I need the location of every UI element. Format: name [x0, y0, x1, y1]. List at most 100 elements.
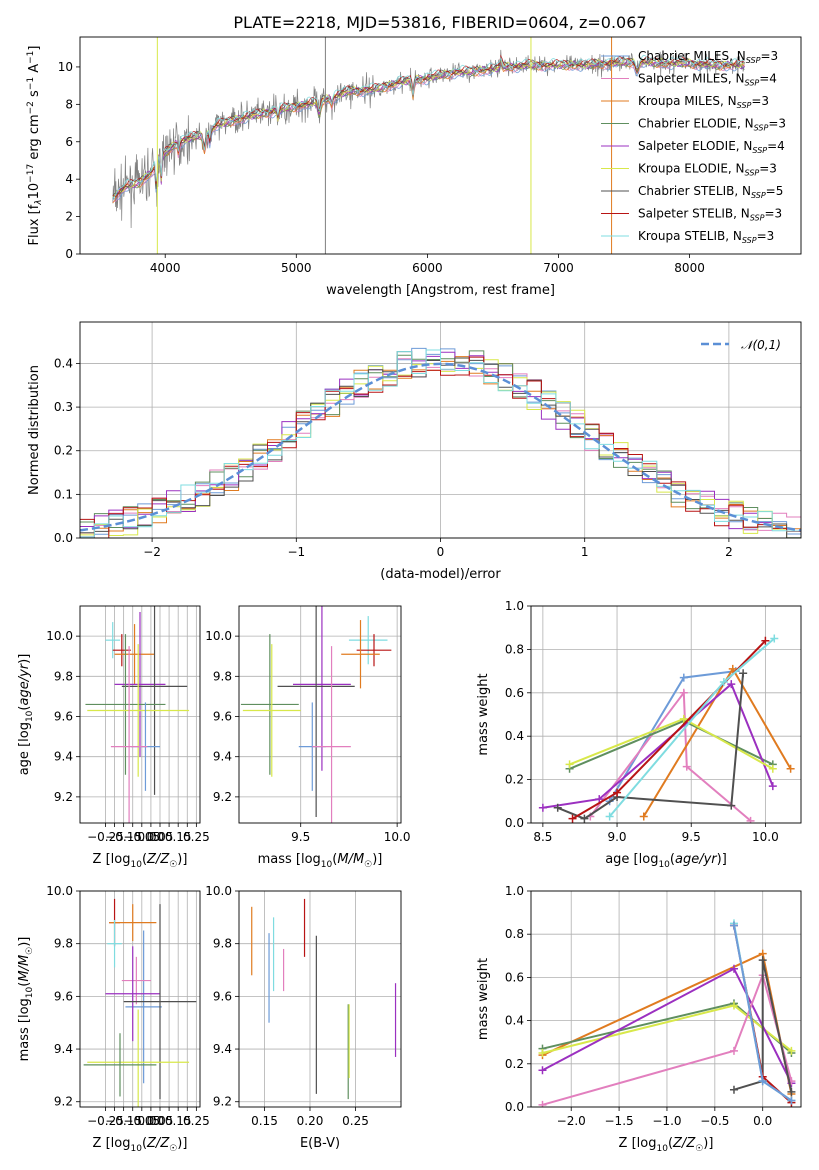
- label-part: )]: [17, 654, 32, 664]
- age_vs_Z-xlabel-italic: Z: [159, 852, 170, 867]
- mass_vs_Z-xlabel-part: (: [142, 1136, 147, 1151]
- age_vs_Z-xlabel-sub: 10: [130, 860, 142, 870]
- weight-marker-kroupa_elodie: [679, 714, 688, 723]
- weight-marker-chabrier_miles: [729, 921, 738, 930]
- weight-marker-salpeter_miles: [682, 762, 691, 771]
- label-sub: 10: [25, 710, 35, 722]
- mass_vs_ebv-panel: 0.15 0.20 0.25 9.2 9.4 9.6 9.8 10.0 E(B-V): [205, 884, 402, 1151]
- residuals-ytick-label: 0.0: [54, 531, 73, 545]
- legend-text: Kroupa ELODIE, N: [638, 162, 745, 176]
- spectrum-xtick-label: 5000: [281, 261, 312, 275]
- spectrum-ytick-label: 6: [65, 135, 73, 149]
- spectrum-ytick-label: 10: [58, 60, 73, 74]
- mass_vs_ebv-frame: [238, 890, 402, 1108]
- age_vs_Z-xlabel: Z [log10(Z/Z☉)]: [93, 852, 188, 870]
- weight-marker-salpeter_elodie: [595, 795, 604, 804]
- weight_vs_age-frame: [530, 605, 802, 824]
- legend-label-chabrier_miles: Chabrier MILES, NSSP=3: [638, 49, 778, 65]
- residuals-plot-area: [80, 347, 801, 538]
- legend-text: Chabrier STELIB, N: [638, 184, 751, 198]
- ylabel-part: 10: [27, 183, 42, 200]
- ylabel-sup: −1: [26, 51, 36, 64]
- weight-marker-salpeter_elodie: [729, 964, 738, 973]
- spectrum-xtick-label: 7000: [543, 261, 574, 275]
- legend-text: Chabrier ELODIE, N: [638, 117, 754, 131]
- weight-marker-salpeter_stelib: [761, 636, 770, 645]
- age_vs_Z-panel: −0.25−0.15−0.050.000.050.150.25 9.2 9.4 9.6…: [17, 605, 210, 870]
- legend-label-chabrier_stelib: Chabrier STELIB, NSSP=5: [638, 184, 783, 200]
- age_vs_Z-xtick-label: 0.05: [147, 830, 174, 844]
- age_vs_Z-xtick-label: −0.15: [105, 830, 142, 844]
- legend-sub: SSP: [737, 101, 752, 110]
- residuals-xlabel: (data-model)/error: [380, 567, 501, 582]
- weight_vs_Z-frame: [530, 890, 802, 1108]
- mass_vs_ebv-xtick-label: 0.25: [342, 1114, 369, 1128]
- mass_vs_ebv-xtick-label: 0.15: [251, 1114, 278, 1128]
- weight_vs_age-ytick-label: 0.0: [505, 816, 524, 830]
- legend-label-normal: 𝒩(0,1): [741, 338, 781, 352]
- ylabel-sup: −1: [26, 77, 36, 90]
- legend-text: Salpeter ELODIE, N: [638, 139, 752, 153]
- weight_vs_age-ytick-label: 0.4: [505, 729, 524, 743]
- weight-marker-chabrier_stelib: [580, 814, 589, 823]
- weight_vs_age-ytick-label: 0.8: [505, 642, 524, 656]
- age_vs_Z-ytick-label: 9.2: [54, 790, 73, 804]
- mass_vs_Z-xlabel-italic: Z: [159, 1136, 170, 1151]
- legend-sub: SSP: [750, 214, 765, 223]
- residuals-xtick-label: −2: [143, 545, 161, 559]
- weight-marker-kroupa_stelib: [605, 812, 614, 821]
- age_vs_mass-xtick-label: 10.0: [384, 830, 411, 844]
- weight_vs_Z-ytick-label: 0.2: [505, 1057, 524, 1071]
- weight_vs_age-ytick-label: 1.0: [505, 599, 524, 613]
- legend-text: Chabrier MILES, N: [638, 49, 746, 63]
- legend-sub: SSP: [754, 124, 769, 133]
- age_vs_mass-xlabel-sub: ☉: [364, 860, 372, 870]
- weight_vs_Z-xlabel-sub: 10: [656, 1144, 668, 1154]
- legend-sub: SSP: [745, 169, 760, 178]
- age_vs_Z-ytick-label: 9.8: [54, 669, 73, 683]
- legend-text: Salpeter STELIB, N: [638, 207, 750, 221]
- ylabel-sup: −2: [26, 101, 36, 114]
- weight-marker-chabrier_stelib: [739, 669, 748, 678]
- weight-marker-salpeter_elodie: [768, 782, 777, 791]
- weight_vs_age-ylabel: mass weight: [476, 673, 491, 755]
- spectrum-ytick-label: 8: [65, 97, 73, 111]
- ylabel-sub: λ: [34, 199, 44, 205]
- age_vs_mass-plot-area: [240, 606, 392, 823]
- legend-text: =3: [757, 229, 775, 243]
- weight_vs_age-xtick-label: 8.5: [533, 830, 552, 844]
- weight-marker-kroupa_miles: [728, 664, 737, 673]
- label-italic: M/M: [17, 955, 32, 982]
- weight-marker-chabrier_miles: [679, 673, 688, 682]
- weight_vs_age-ytick-label: 0.2: [505, 773, 524, 787]
- residuals-xtick-label: 1: [581, 545, 589, 559]
- mass_vs_ebv-plot-area: [251, 898, 397, 1100]
- mass_vs_Z-xtick-label: 0.00: [138, 1114, 165, 1128]
- weight-marker-kroupa_elodie: [729, 1001, 738, 1010]
- label-sub: 10: [25, 986, 35, 998]
- age_vs_Z-frame: [79, 605, 201, 824]
- weight-marker-chabrier_stelib: [553, 803, 562, 812]
- weight_vs_age-plot-area: [538, 634, 795, 823]
- normal-curve: [80, 362, 801, 532]
- ylabel-part: s: [27, 90, 42, 101]
- spectrum-ytick-label: 2: [65, 210, 73, 224]
- weight-line-salpeter_miles: [589, 689, 752, 822]
- weight_vs_Z-ytick-label: 0.0: [505, 1100, 524, 1114]
- weight-marker-chabrier_miles: [758, 1077, 767, 1086]
- weight_vs_Z-ytick-label: 1.0: [505, 884, 524, 898]
- weight_vs_Z-xtick-label: −2.0: [557, 1114, 586, 1128]
- weight_vs_age-panel: 8.5 9.0 9.5 10.0 0.0 0.2 0.4 0.6 0.8 1.0 mass weig…: [476, 599, 802, 870]
- mass_vs_Z-ytick-label: 10.0: [46, 884, 73, 898]
- age_vs_mass-xlabel-part: (: [332, 852, 337, 867]
- weight-marker-salpeter_miles: [729, 1046, 738, 1055]
- weight_vs_Z-xtick-label: −1.0: [652, 1114, 681, 1128]
- weight_vs_Z-xlabel-part: )]: [703, 1136, 713, 1151]
- weight_vs_age-xtick-label: 10.0: [752, 830, 779, 844]
- legend-text: =3: [759, 162, 777, 176]
- histogram-salpeter_stelib: [80, 356, 801, 538]
- histogram-kroupa_stelib: [80, 349, 801, 538]
- mass_vs_Z-panel: −0.25−0.15−0.050.000.050.150.25 9.2 9.4 9.6…: [17, 884, 210, 1154]
- age_vs_Z-xtick-label: 0.25: [183, 830, 210, 844]
